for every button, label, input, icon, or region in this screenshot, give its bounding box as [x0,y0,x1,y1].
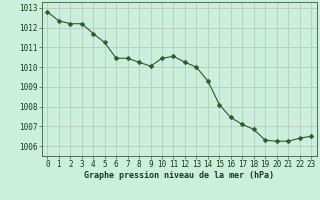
X-axis label: Graphe pression niveau de la mer (hPa): Graphe pression niveau de la mer (hPa) [84,171,274,180]
